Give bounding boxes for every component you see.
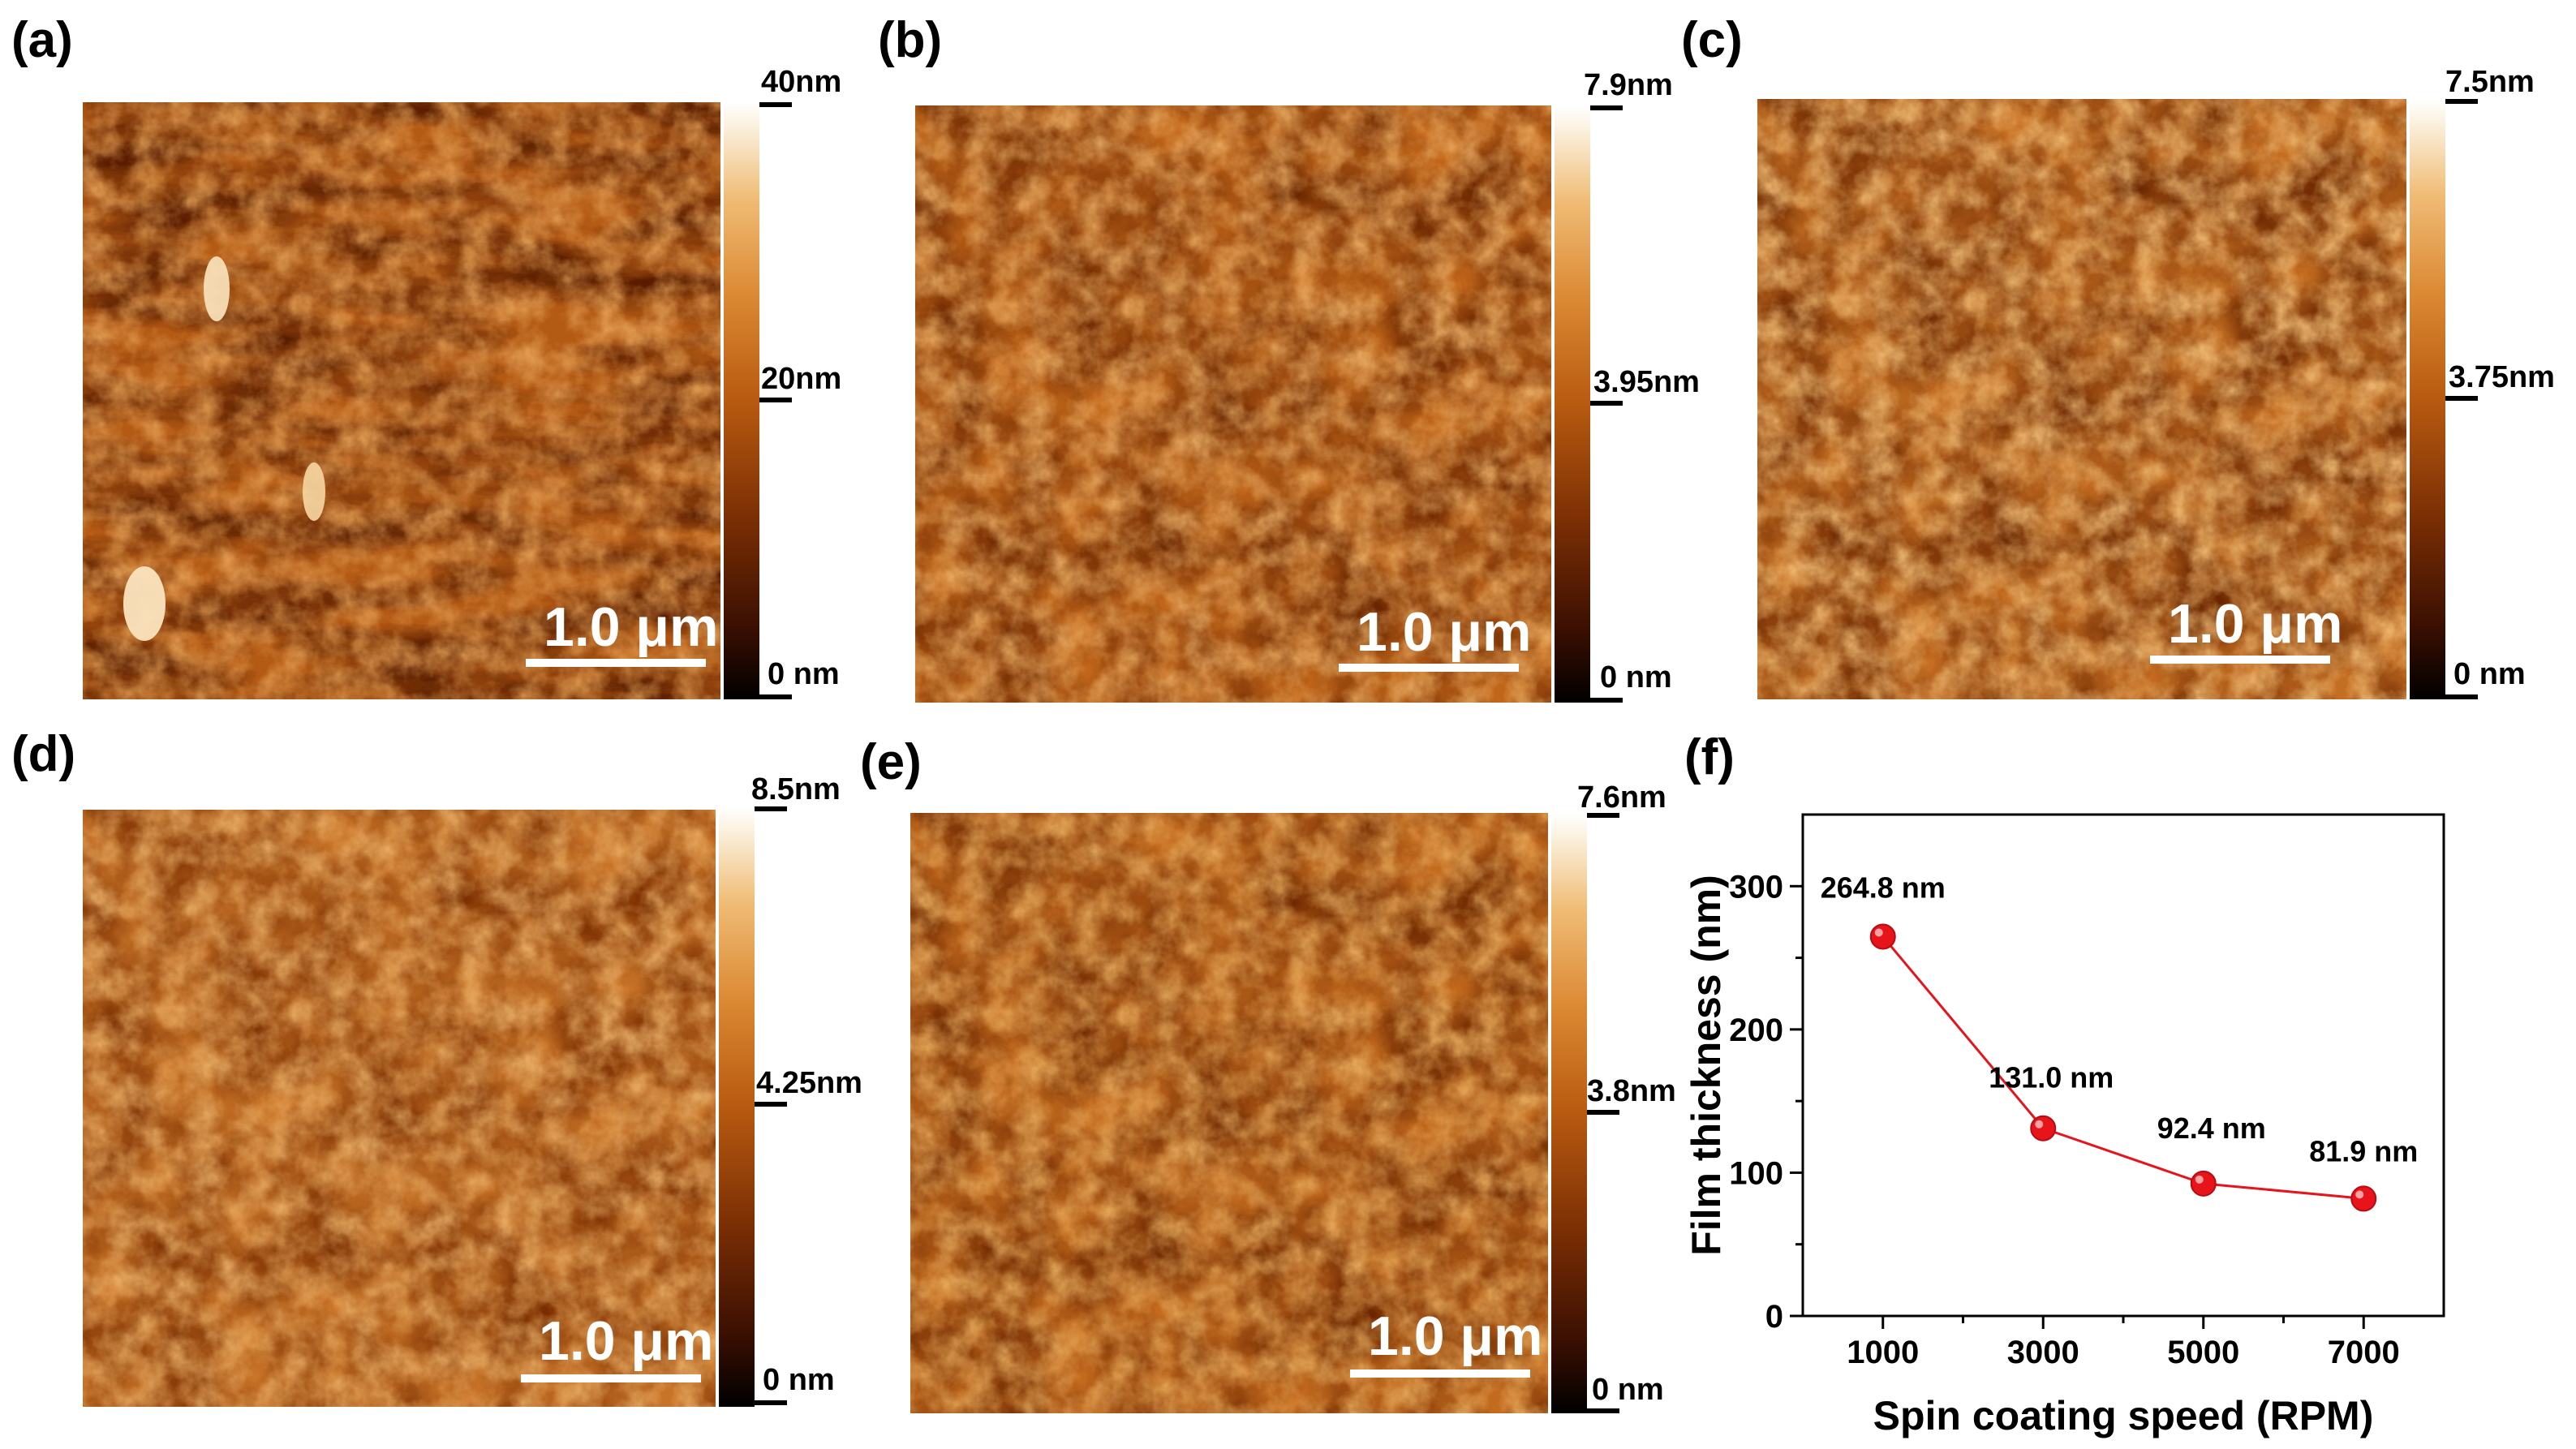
colorbar-mid-d: 4.25nm (756, 1066, 862, 1100)
series-line (1881, 935, 2364, 1200)
data-point-highlight-3 (2355, 1190, 2364, 1199)
afm-image-a (83, 102, 720, 699)
afm-image-e (910, 813, 1548, 1413)
colorbar-tick-max-e (1587, 813, 1619, 818)
colorbar-min-b: 0 nm (1600, 660, 1672, 694)
colorbar-tick-mid-c (2445, 396, 2478, 401)
colorbar-min-c: 0 nm (2453, 657, 2526, 691)
colorbar-c (2410, 99, 2445, 699)
data-point-highlight-2 (2195, 1175, 2204, 1184)
colorbar-tick-mid-e (1587, 1110, 1619, 1115)
scale-bar-label-b: 1.0 μm (1357, 601, 1532, 663)
scale-bar-label-c: 1.0 μm (2168, 593, 2343, 655)
scale-bar-label-d: 1.0 μm (539, 1310, 714, 1372)
colorbar-max-d: 8.5nm (751, 772, 841, 806)
panel-label-d: (d) (11, 726, 76, 782)
data-point-highlight-1 (2035, 1120, 2044, 1129)
colorbar-min-a: 0 nm (768, 657, 840, 691)
colorbar-tick-max-c (2445, 99, 2478, 104)
panel-label-f: (f) (1684, 729, 1735, 785)
data-label-3: 81.9 nm (2309, 1134, 2418, 1167)
data-point-0 (1869, 923, 1896, 950)
colorbar-min-e: 0 nm (1592, 1373, 1664, 1407)
colorbar-a (724, 102, 759, 699)
data-label-2: 92.4 nm (2157, 1111, 2266, 1145)
y-tick-label-2: 200 (1729, 1013, 1783, 1048)
y-tick-label-0: 0 (1765, 1299, 1783, 1335)
panel-label-c: (c) (1681, 12, 1743, 68)
colorbar-tick-mid-d (755, 1102, 787, 1107)
colorbar-tick-max-a (759, 102, 792, 107)
data-point-3 (2350, 1185, 2377, 1212)
colorbar-tick-mid-b (1590, 401, 1623, 406)
scale-bar-e (1350, 1369, 1530, 1378)
colorbar-b (1555, 105, 1590, 703)
x-tick-label-1: 3000 (2007, 1335, 2079, 1370)
colorbar-mid-a: 20nm (761, 362, 842, 396)
colorbar-mid-b: 3.95nm (1593, 365, 1700, 399)
data-label-1: 131.0 nm (1989, 1061, 2114, 1094)
data-label-0: 264.8 nm (1821, 871, 1946, 904)
colorbar-d (719, 806, 755, 1407)
x-axis-title: Spin coating speed (RPM) (1873, 1393, 2374, 1438)
scale-bar-c (2150, 656, 2330, 664)
colorbar-tick-min-c (2445, 694, 2478, 699)
y-tick-label-3: 300 (1729, 869, 1783, 905)
data-point-2 (2190, 1170, 2217, 1197)
scale-bar-d (521, 1374, 701, 1382)
colorbar-tick-max-b (1590, 105, 1623, 110)
afm-image-c (1757, 99, 2406, 699)
colorbar-tick-min-b (1590, 698, 1623, 703)
colorbar-max-c: 7.5nm (2445, 65, 2535, 99)
colorbar-tick-min-a (759, 694, 792, 699)
afm-image-b (915, 105, 1551, 703)
afm-image-d (83, 810, 716, 1407)
scale-bar-label-a: 1.0 μm (544, 596, 719, 658)
colorbar-min-d: 0 nm (763, 1363, 835, 1397)
colorbar-tick-max-d (755, 806, 787, 811)
scale-bar-label-e: 1.0 μm (1368, 1305, 1543, 1367)
colorbar-tick-mid-a (759, 398, 792, 402)
data-point-1 (2030, 1115, 2057, 1142)
scale-bar-a (526, 659, 706, 667)
panel-label-b: (b) (878, 12, 943, 68)
panel-label-a: (a) (11, 12, 73, 68)
x-tick-label-3: 7000 (2328, 1335, 2400, 1370)
colorbar-tick-min-e (1587, 1408, 1619, 1413)
scale-bar-b (1339, 664, 1519, 672)
data-point-highlight-0 (1874, 928, 1883, 937)
thickness-chart: 0 100 200 300 1000 3000 5000 7000 Spin coating s… (1684, 813, 2445, 1438)
x-tick-label-0: 1000 (1847, 1335, 1919, 1370)
colorbar-max-a: 40nm (761, 65, 842, 99)
colorbar-mid-c: 3.75nm (2449, 360, 2555, 394)
y-tick-label-1: 100 (1729, 1155, 1783, 1191)
x-tick-label-2: 5000 (2167, 1335, 2239, 1370)
y-axis-title: Film thickness (nm) (1684, 875, 1729, 1256)
colorbar-tick-min-d (755, 1400, 787, 1405)
panel-label-e: (e) (860, 734, 922, 790)
colorbar-max-e: 7.6nm (1577, 780, 1666, 815)
colorbar-e (1551, 813, 1587, 1413)
colorbar-mid-e: 3.8nm (1587, 1074, 1676, 1108)
colorbar-max-b: 7.9nm (1584, 68, 1673, 102)
